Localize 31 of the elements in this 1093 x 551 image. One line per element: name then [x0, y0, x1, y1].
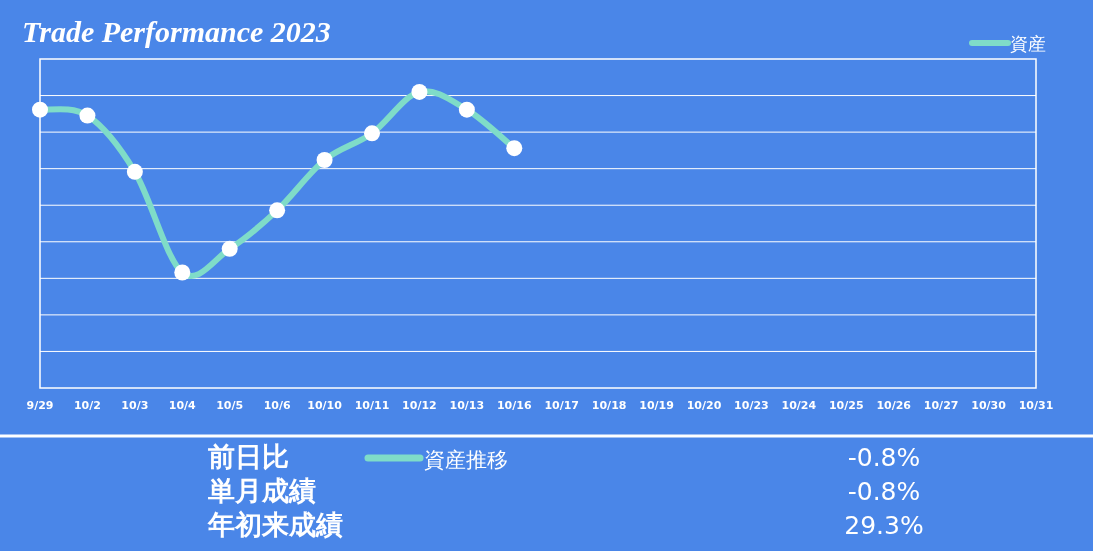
- x-tick-label: 10/4: [168, 399, 197, 412]
- x-tick-label: 10/24: [781, 399, 817, 412]
- x-tick-label: 10/13: [449, 399, 485, 412]
- x-tick-label: 10/2: [73, 399, 101, 412]
- text: 29.3%: [844, 511, 924, 540]
- legend-label: 資産: [1010, 33, 1046, 54]
- x-tick-label: 10/12: [402, 399, 437, 412]
- x-tick-label: 10/19: [639, 399, 674, 412]
- x-tick-label: 10/16: [496, 399, 532, 412]
- x-tick-label: 10/11: [354, 399, 390, 412]
- x-tick-label: 10/31: [1018, 399, 1054, 412]
- x-tick-label: 10/5: [216, 399, 244, 412]
- x-tick-label: 10/30: [971, 399, 1007, 412]
- x-tick-label: 10/27: [923, 399, 959, 412]
- x-tick-label: 10/25: [828, 399, 864, 412]
- x-tick-label: 10/18: [591, 399, 627, 412]
- x-tick-label: 10/20: [686, 399, 722, 412]
- x-tick-label: 10/26: [876, 399, 912, 412]
- x-tick-label: 9/29: [26, 399, 54, 412]
- text: 資産推移: [424, 448, 508, 472]
- text: -0.8%: [847, 443, 921, 472]
- text: 単月成績: [207, 475, 316, 506]
- text: 前日比: [207, 441, 289, 472]
- text: -0.8%: [847, 477, 921, 506]
- x-tick-label: 10/3: [121, 399, 149, 412]
- x-tick-label: 10/6: [263, 399, 291, 412]
- x-tick-label: 10/17: [544, 399, 580, 412]
- chart-title: Trade Performance 2023: [22, 15, 331, 48]
- text: 年初来成績: [207, 509, 343, 540]
- x-tick-label: 10/23: [734, 399, 769, 412]
- x-tick-label: 10/10: [307, 399, 343, 412]
